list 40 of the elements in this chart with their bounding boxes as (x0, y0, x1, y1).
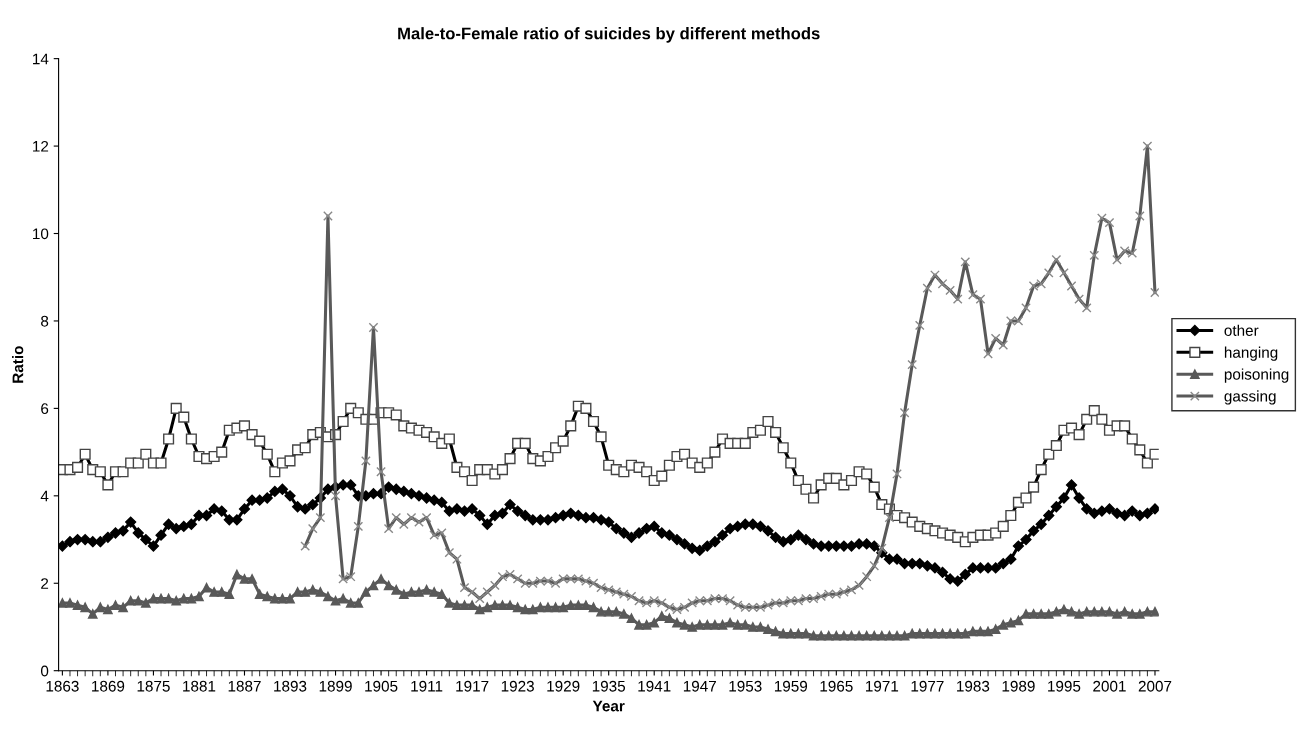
legend-label: gassing (1224, 390, 1276, 405)
y-tick-label: 10 (33, 228, 49, 240)
x-tick-label: 1905 (365, 680, 398, 692)
legend-label: other (1224, 324, 1259, 336)
x-tick-label: 1863 (46, 680, 79, 692)
x-tick-label: 1941 (638, 680, 671, 692)
x-tick-label: 1947 (683, 680, 716, 692)
x-tick-label: 1959 (774, 680, 808, 692)
legend-label: hanging (1224, 346, 1278, 361)
x-tick-label: 2001 (1093, 680, 1126, 692)
x-axis-title: Year (592, 700, 625, 712)
y-tick-label: 0 (40, 665, 49, 677)
y-tick-label: 4 (40, 490, 49, 502)
y-tick-label: 14 (33, 53, 49, 65)
y-tick-label: 12 (33, 140, 49, 152)
x-tick-label: 1881 (183, 680, 216, 692)
x-tick-label: 1929 (547, 680, 580, 692)
legend-label: poisoning (1224, 368, 1289, 383)
x-tick-label: 1869 (92, 680, 125, 692)
x-tick-label: 1911 (411, 680, 443, 692)
y-tick-label: 2 (41, 578, 49, 589)
x-tick-label: 1965 (820, 680, 853, 692)
y-tick-label: 8 (41, 315, 49, 327)
x-tick-label: 1923 (501, 680, 534, 692)
x-tick-label: 2007 (1138, 680, 1172, 692)
x-tick-label: 1971 (866, 680, 899, 692)
x-tick-label: 1977 (911, 680, 944, 692)
x-tick-label: 1935 (592, 680, 626, 692)
x-tick-label: 1995 (1048, 680, 1081, 692)
y-tick-label: 6 (41, 403, 49, 415)
chart-title: Male-to-Female ratio of suicides by different methods (398, 27, 820, 43)
y-axis-title: Ratio (12, 346, 24, 383)
x-tick-label: 1875 (137, 680, 170, 692)
x-tick-label: 1953 (729, 680, 762, 692)
x-tick-label: 1983 (957, 680, 990, 692)
x-tick-label: 1899 (319, 680, 352, 692)
x-tick-label: 1989 (1002, 680, 1035, 692)
x-tick-label: 1893 (274, 680, 307, 692)
x-tick-label: 1917 (456, 680, 489, 692)
x-tick-label: 1887 (228, 680, 261, 692)
